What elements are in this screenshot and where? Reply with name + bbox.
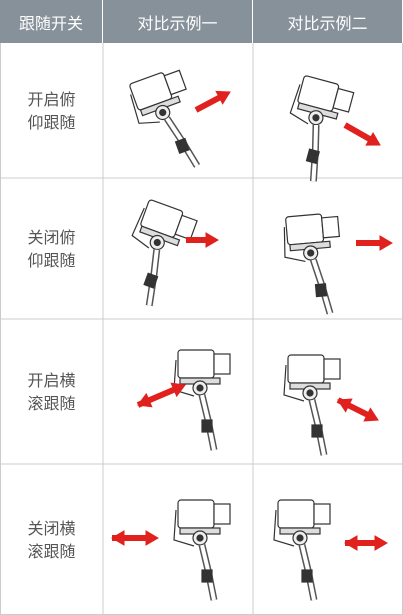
red-arrow: [194, 90, 231, 113]
cell-text: 滚跟随: [27, 393, 76, 413]
red-arrow: [336, 397, 379, 422]
cell-text: 关闭俯: [27, 227, 76, 247]
row-label: 关闭横 滚跟随: [0, 464, 103, 615]
gimbal-sketch: [273, 499, 331, 601]
red-arrow: [343, 122, 381, 146]
red-arrow: [344, 535, 388, 551]
cell-text: 跟随开关: [18, 13, 83, 33]
header-cell: 对比示例二: [253, 0, 403, 43]
row-label: 开启横 滚跟随: [0, 319, 103, 464]
cell-text: 开启横: [27, 370, 76, 390]
cell-text: 仰跟随: [27, 112, 76, 132]
red-arrow: [111, 530, 159, 546]
cell-text: 对比示例一: [137, 13, 218, 33]
gimbal-sketch: [131, 199, 198, 307]
cell-text: 关闭横: [27, 518, 76, 538]
gimbal-sketch: [289, 75, 355, 182]
cell-text: 仰跟随: [27, 250, 76, 270]
gimbal-sketch: [283, 354, 341, 456]
red-arrow: [136, 382, 186, 408]
red-arrow: [186, 232, 219, 248]
row-label: 开启俯 仰跟随: [0, 43, 103, 178]
red-arrow: [356, 235, 393, 251]
cell-text: 滚跟随: [27, 541, 76, 561]
gimbal-sketch: [283, 213, 341, 315]
header-cell: 跟随开关: [0, 0, 103, 43]
gimbal-sketch: [173, 349, 231, 451]
header-cell: 对比示例一: [103, 0, 253, 43]
cell-text: 对比示例二: [287, 13, 368, 33]
row-label: 关闭俯 仰跟随: [0, 178, 103, 319]
gimbal-sketch: [173, 499, 231, 601]
gimbal-sketch: [129, 69, 201, 168]
cell-text: 开启俯: [27, 89, 76, 109]
